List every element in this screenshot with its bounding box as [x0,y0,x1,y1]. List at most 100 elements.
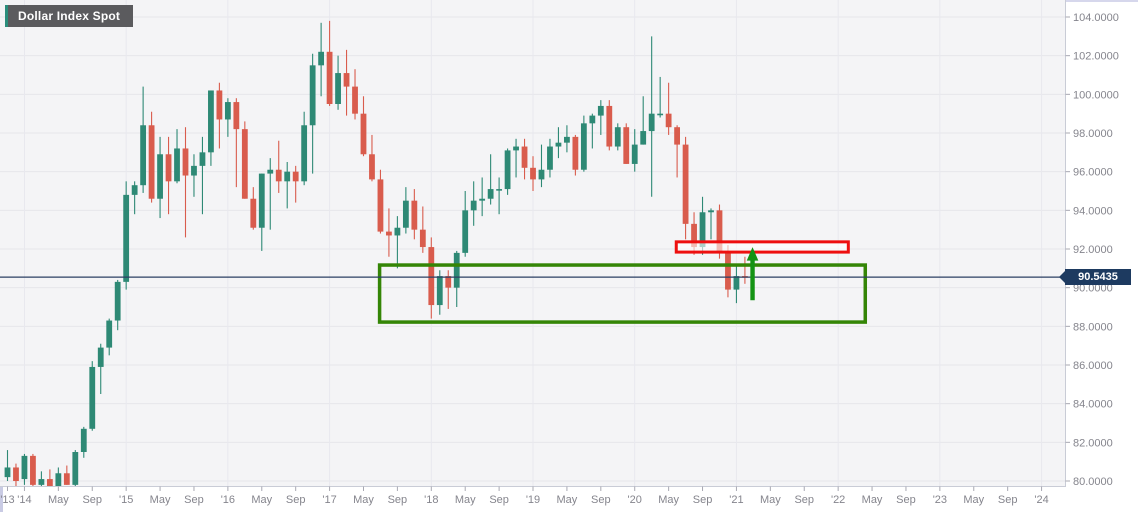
candle-body-2020-02 [640,131,647,145]
candle-body-2014-09 [89,366,96,429]
candle-body-2020-01 [631,144,638,164]
time-tick-label: '15 [119,494,133,506]
candle-body-2021-01 [733,276,740,290]
candle-body-2020-08 [691,223,697,248]
candle-body-2019-10 [606,105,613,147]
candle-body-2015-03 [140,125,147,186]
breakout-arrow-shaft[interactable] [750,259,755,301]
candle-body-2016-03 [241,129,248,199]
candle-body-2016-04 [250,198,257,228]
candle-body-2015-01 [123,194,130,282]
candle-body-2018-05 [462,210,469,253]
time-tick-label: May [48,494,69,506]
candle-body-2013-12 [13,467,19,481]
time-tick-label: May [760,494,781,506]
candle-body-2018-08 [487,189,494,199]
candles-layer [4,20,748,487]
support-zone-box[interactable] [377,263,868,324]
candle-body-2017-05 [360,113,367,155]
candle-body-2015-02 [131,185,138,195]
candle-body-2014-03 [38,479,45,485]
time-tick-label: '13 [0,494,14,506]
candle-body-2019-04 [555,142,562,147]
candle-body-2018-06 [470,200,477,211]
time-tick-label: '18 [424,494,438,506]
candle-body-2020-09 [699,212,706,248]
breakout-arrow-head[interactable] [746,247,759,261]
candle-body-2016-07 [275,169,282,182]
candle-body-2015-12 [216,90,223,120]
resistance-zone-box[interactable] [674,240,850,254]
candle-body-2020-06 [674,127,681,145]
time-tick-label: '19 [526,494,540,506]
candle-body-2020-10 [708,210,714,213]
candle-body-2017-10 [402,200,409,228]
time-tick-label: '16 [221,494,235,506]
time-tick-label: May [862,494,883,506]
candle-body-2014-11 [106,320,113,348]
time-tick-label: '24 [1034,494,1048,506]
candle-body-2014-10 [97,347,104,367]
time-tick-label: Sep [591,494,611,506]
time-tick-label: Sep [286,494,306,506]
candle-body-2016-08 [284,171,291,182]
chart-title-badge: Dollar Index Spot [5,5,134,27]
candle-body-2013-11 [4,467,11,478]
candle-body-2019-02 [538,169,545,180]
candle-body-2017-11 [411,200,418,230]
price-tick-label: 100.0000 [1073,89,1119,101]
time-tick-label: '17 [322,494,336,506]
candle-body-2019-03 [547,146,553,170]
time-tick-label: May [251,494,272,506]
time-tick-label: Sep [693,494,713,506]
candle-body-2016-11 [309,65,316,126]
candle-body-2016-10 [301,125,308,182]
time-tick-label: May [658,494,679,506]
candle-body-2016-01 [224,102,231,120]
candle-body-2014-02 [30,455,36,485]
candle-body-2019-08 [589,115,596,124]
price-tick-label: 86.0000 [1073,360,1113,372]
time-tick-label: '21 [729,494,743,506]
price-tick-label: 98.0000 [1073,128,1113,140]
time-tick-label: '14 [17,494,31,506]
candle-body-2019-05 [564,136,570,143]
price-tick-label: 104.0000 [1073,12,1119,24]
candle-body-2017-07 [377,179,384,232]
candle-body-2020-04 [657,113,664,116]
candle-body-2016-09 [292,171,299,182]
candle-body-2019-01 [530,167,536,180]
candle-body-2018-04 [453,252,460,288]
candle-body-2014-08 [80,428,87,452]
candle-body-2017-01 [326,51,333,104]
candle-body-2017-03 [343,73,350,87]
price-tick-label: 94.0000 [1073,205,1113,217]
candle-body-2018-11 [513,146,519,151]
price-tick-label: 90.0000 [1073,283,1113,295]
candle-body-2019-06 [572,136,579,170]
time-tick-label: Sep [998,494,1018,506]
plot-background [0,0,1065,487]
candle-body-2020-12 [725,250,731,290]
candle-body-2020-05 [665,113,672,128]
candle-body-2020-03 [648,113,655,132]
time-tick-label: May [353,494,374,506]
candle-body-2015-09 [191,165,197,176]
candle-body-2020-11 [716,210,723,251]
candle-body-2018-12 [521,146,528,168]
price-tick-label: 96.0000 [1073,167,1113,179]
chart-title: Dollar Index Spot [18,9,121,23]
price-tick-label: 92.0000 [1073,244,1113,256]
candle-body-2015-10 [199,152,206,166]
candle-body-2019-12 [623,127,630,164]
candle-body-2017-12 [419,229,426,248]
time-tick-label: May [557,494,578,506]
candle-body-2018-09 [496,189,503,191]
candle-body-2018-07 [479,198,486,201]
price-tick-label: 88.0000 [1073,321,1113,333]
candle-body-2014-01 [21,455,28,480]
candle-body-2015-05 [157,154,163,199]
price-tick-label: 84.0000 [1073,399,1113,411]
candle-body-2014-12 [114,281,121,321]
